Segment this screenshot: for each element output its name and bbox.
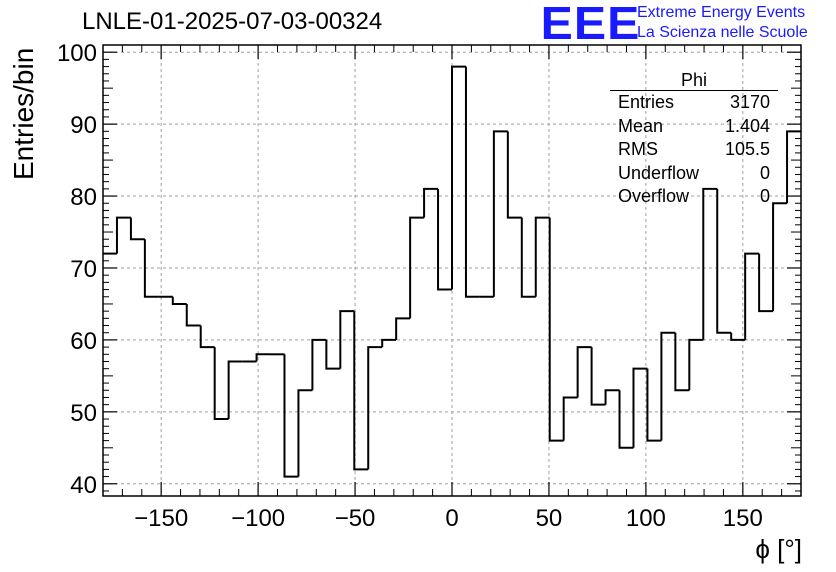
x-tick-label: 100 [626, 505, 666, 532]
histogram-bin [632, 367, 648, 448]
stats-value: 3170 [729, 92, 770, 112]
stats-row-mean: Mean 1.404 [610, 115, 778, 139]
histogram-bin [562, 396, 578, 441]
y-tick-label: 40 [70, 472, 97, 499]
histogram-bin [185, 303, 201, 327]
histogram-bin [283, 354, 299, 478]
y-axis-label: Entries/bin [8, 47, 39, 180]
x-tick-label: 50 [536, 505, 563, 532]
histogram-bin [297, 389, 313, 477]
histogram-bin [339, 310, 355, 369]
histogram-bin [395, 317, 411, 340]
stats-label: RMS [618, 139, 658, 159]
stats-label: Underflow [618, 162, 700, 183]
histogram-bin [534, 216, 550, 297]
stats-value: 0 [759, 186, 770, 206]
chart-title: LNLE-01-2025-07-03-00324 [82, 8, 383, 35]
x-tick-label: 0 [445, 505, 458, 532]
y-tick-label: 80 [70, 184, 97, 211]
stats-label: Entries [618, 92, 675, 112]
logo-line-1: Extreme Energy Events [637, 4, 806, 21]
histogram-bin [674, 332, 690, 392]
histogram-bin [437, 188, 452, 291]
histogram-bin [129, 217, 145, 241]
histogram-bin [730, 332, 746, 341]
x-tick-label: 150 [723, 505, 763, 532]
histogram-bin [758, 253, 774, 313]
stats-value: 105.5 [724, 139, 770, 159]
histogram-bin [702, 187, 718, 340]
stats-title: Phi [610, 70, 778, 91]
stats-value: 1.404 [724, 115, 770, 136]
eee-logo: EEE [540, 0, 641, 49]
x-tick-label: −150 [134, 505, 188, 532]
x-tick-label: −50 [335, 505, 376, 532]
histogram-bin [423, 187, 439, 218]
stats-row-underflow: Underflow 0 [610, 162, 778, 186]
y-tick-label: 90 [70, 112, 97, 139]
histogram-bin [492, 130, 508, 297]
stats-value: 0 [759, 162, 770, 183]
histogram-bin [115, 216, 131, 254]
stats-label: Mean [618, 115, 664, 136]
y-tick-label: 60 [70, 328, 97, 355]
histogram-bin [506, 131, 522, 219]
histogram-bin [618, 390, 634, 449]
histogram-bin [548, 217, 564, 442]
histogram-bin [772, 202, 788, 312]
stats-row-entries: Entries 3170 [610, 91, 778, 115]
histogram-bin [199, 325, 215, 349]
histogram-bin [409, 216, 425, 319]
y-tick-label: 70 [70, 256, 97, 283]
histogram-bin [381, 338, 397, 348]
histogram-bin [213, 347, 229, 421]
histogram-bin [646, 368, 662, 442]
histogram-bin [590, 347, 606, 406]
y-tick-label: 100 [57, 40, 97, 67]
stats-box: Phi Entries 3170 Mean 1.404 RMS 105.5 Un… [610, 70, 778, 209]
logo-line-2: La Scienza nelle Scuole [637, 24, 808, 41]
stats-row-rms: RMS 105.5 [610, 138, 778, 162]
histogram-bin [353, 311, 369, 471]
histogram-bin [604, 389, 620, 405]
histogram-bin [464, 66, 480, 298]
histogram-bin [716, 188, 732, 334]
histogram-bin [325, 339, 341, 370]
histogram-bin [451, 65, 466, 290]
histogram-bin [688, 338, 704, 391]
stats-label: Overflow [618, 186, 690, 206]
histogram-bin [255, 353, 271, 362]
histogram-bin [576, 346, 592, 398]
histogram-bin [311, 338, 327, 391]
x-axis-label: ϕ [°] [755, 534, 802, 564]
histogram-bin [143, 239, 159, 298]
histogram-bin [367, 346, 383, 470]
histogram-bin [660, 331, 676, 441]
x-tick-label: −100 [231, 505, 285, 532]
histogram-bin [520, 217, 536, 298]
histogram-bin [171, 296, 187, 305]
histogram-bin [227, 360, 243, 420]
histogram-bin [744, 252, 760, 340]
y-tick-label: 50 [70, 400, 97, 427]
stats-row-overflow: Overflow 0 [610, 185, 778, 209]
